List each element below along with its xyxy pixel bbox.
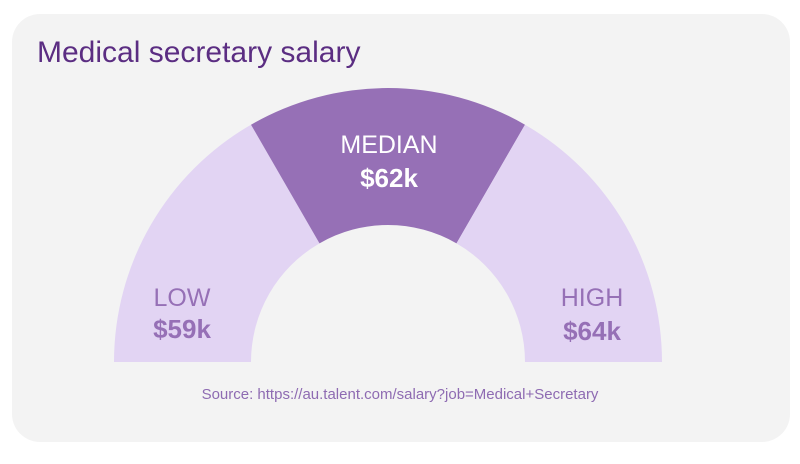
segment-value-low: $59k	[153, 314, 211, 344]
gauge-segment-high	[456, 124, 662, 363]
gauge-segment-median	[251, 88, 525, 244]
chart-title: Medical secretary salary	[37, 36, 361, 69]
gauge-segment-low	[114, 124, 320, 363]
segment-value-median: $62k	[360, 163, 418, 193]
source-note: Source: https://au.talent.com/salary?job…	[201, 386, 599, 403]
segment-value-high: $64k	[563, 316, 621, 346]
segment-label-high: HIGH	[561, 284, 624, 312]
segment-label-low: LOW	[154, 284, 211, 312]
segment-label-median: MEDIAN	[340, 131, 437, 159]
salary-card	[12, 14, 790, 442]
